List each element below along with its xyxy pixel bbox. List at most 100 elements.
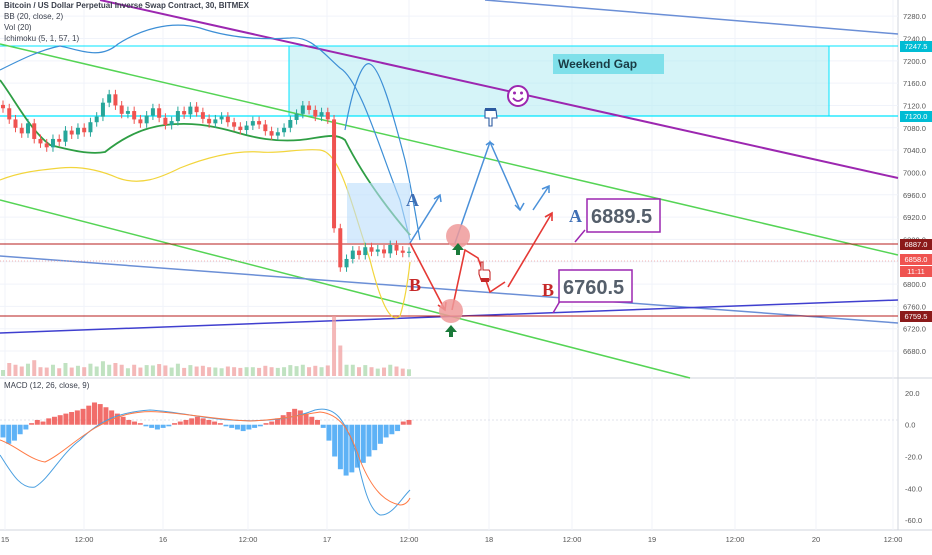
volume-bar — [194, 366, 199, 376]
macd-hist-bar — [154, 424, 160, 430]
volume-bar — [132, 364, 137, 376]
macd-hist-bar — [17, 424, 23, 435]
volume-bar — [188, 365, 193, 376]
volume-bar — [144, 365, 149, 376]
indicator-bb[interactable]: BB (20, close, 2) — [4, 12, 64, 21]
candle-body — [388, 245, 393, 254]
macd-hist-bar — [257, 424, 263, 427]
candle-body — [107, 94, 112, 103]
volume-bar — [25, 363, 30, 376]
candle-body — [175, 111, 180, 122]
macd-hist-bar — [6, 424, 12, 444]
candle-body — [1, 104, 5, 109]
projection-box — [347, 183, 410, 243]
macd-hist-bar — [200, 418, 206, 425]
volume-bar — [100, 361, 105, 376]
candle-body — [300, 105, 305, 114]
macd-hist-bar — [280, 415, 286, 425]
candle-body — [44, 143, 49, 148]
indicator-macd[interactable]: MACD (12, 26, close, 9) — [4, 381, 90, 390]
candle-body — [257, 121, 262, 125]
target-a-pointer — [574, 229, 586, 243]
volume-bar — [325, 365, 330, 376]
macd-hist-bar — [132, 421, 138, 425]
macd-hist-bar — [303, 413, 309, 425]
price-tag-current: 6858.0 — [900, 254, 932, 265]
volume-bar — [344, 364, 349, 376]
candle-body — [219, 116, 224, 120]
candle-body — [294, 113, 299, 120]
macd-hist-bar — [160, 424, 166, 428]
reversal-circle-a — [446, 224, 470, 248]
time-tick-label: 20 — [812, 535, 820, 544]
candle-body — [113, 94, 118, 106]
macd-hist-bar — [51, 416, 57, 425]
volume-bar — [1, 370, 5, 376]
price-tick-label: 7000.0 — [903, 168, 926, 177]
candle-body — [13, 119, 18, 128]
macd-hist-bar — [263, 423, 269, 425]
volume-bar — [213, 367, 218, 376]
macd-hist-bar — [406, 419, 412, 425]
smiley-icon — [507, 85, 529, 107]
candle-body — [363, 247, 368, 256]
volume-bar — [250, 367, 255, 376]
volume-bar — [313, 365, 318, 376]
macd-hist-bar — [137, 423, 143, 425]
candles — [1, 89, 411, 272]
candle-body — [238, 126, 243, 131]
candle-body — [357, 250, 362, 256]
candle-body — [225, 116, 230, 123]
time-tick-label: 12:00 — [400, 535, 419, 544]
macd-hist-bar — [206, 419, 212, 425]
macd-hist-bar — [217, 423, 223, 425]
candle-body — [282, 127, 287, 133]
macd-hist-bar — [57, 415, 63, 425]
candle-body — [94, 116, 99, 123]
macd-hist-bar — [91, 402, 97, 425]
candle-body — [369, 247, 374, 252]
volume-bars — [1, 316, 411, 376]
candle-body — [138, 119, 143, 124]
candle-body — [394, 245, 399, 251]
candle-body — [25, 123, 30, 134]
macd-hist-bar — [360, 424, 366, 463]
candle-body — [50, 138, 55, 148]
indicator-vol[interactable]: Vol (20) — [4, 23, 32, 32]
candle-body — [182, 111, 187, 115]
volume-bar — [82, 367, 87, 376]
macd-hist-bar — [23, 424, 29, 430]
macd-tick-label: -40.0 — [905, 484, 922, 493]
indicator-ichimoku[interactable]: Ichimoku (5, 1, 57, 1) — [4, 34, 80, 43]
macd-hist-bar — [252, 424, 258, 428]
price-tick-label: 7160.0 — [903, 79, 926, 88]
candle-body — [244, 125, 249, 131]
candle-body — [375, 249, 380, 252]
candle-body — [250, 121, 255, 126]
price-tick-label: 7240.0 — [903, 34, 926, 43]
macd-tick-label: -60.0 — [905, 516, 922, 525]
macd-hist-bar — [355, 424, 361, 468]
candle-body — [319, 112, 324, 117]
price-tag-6887: 6887.0 — [900, 239, 932, 250]
macd-hist-bar — [269, 421, 275, 425]
candle-body — [100, 102, 105, 117]
volume-bar — [7, 363, 12, 376]
label-a-first: A — [406, 190, 419, 210]
macd-hist-bar — [80, 408, 86, 425]
volume-bar — [200, 365, 205, 376]
price-tick-label: 7080.0 — [903, 124, 926, 133]
volume-bar — [382, 367, 387, 376]
volume-bar — [50, 364, 55, 376]
candle-body — [263, 124, 268, 132]
upper-green-channel — [0, 43, 899, 256]
macd-hist-bar — [103, 407, 109, 425]
macd-axis: 20.0 0.0 -20.0 -40.0 -60.0 — [905, 389, 922, 525]
macd-hist-bar — [74, 410, 80, 425]
label-b-first: B — [409, 275, 421, 295]
macd-hist-bar — [166, 424, 172, 427]
volume-bar — [38, 367, 43, 376]
candle-body — [275, 132, 280, 136]
macd-hist-bar — [97, 404, 103, 425]
candle-body — [400, 250, 405, 253]
